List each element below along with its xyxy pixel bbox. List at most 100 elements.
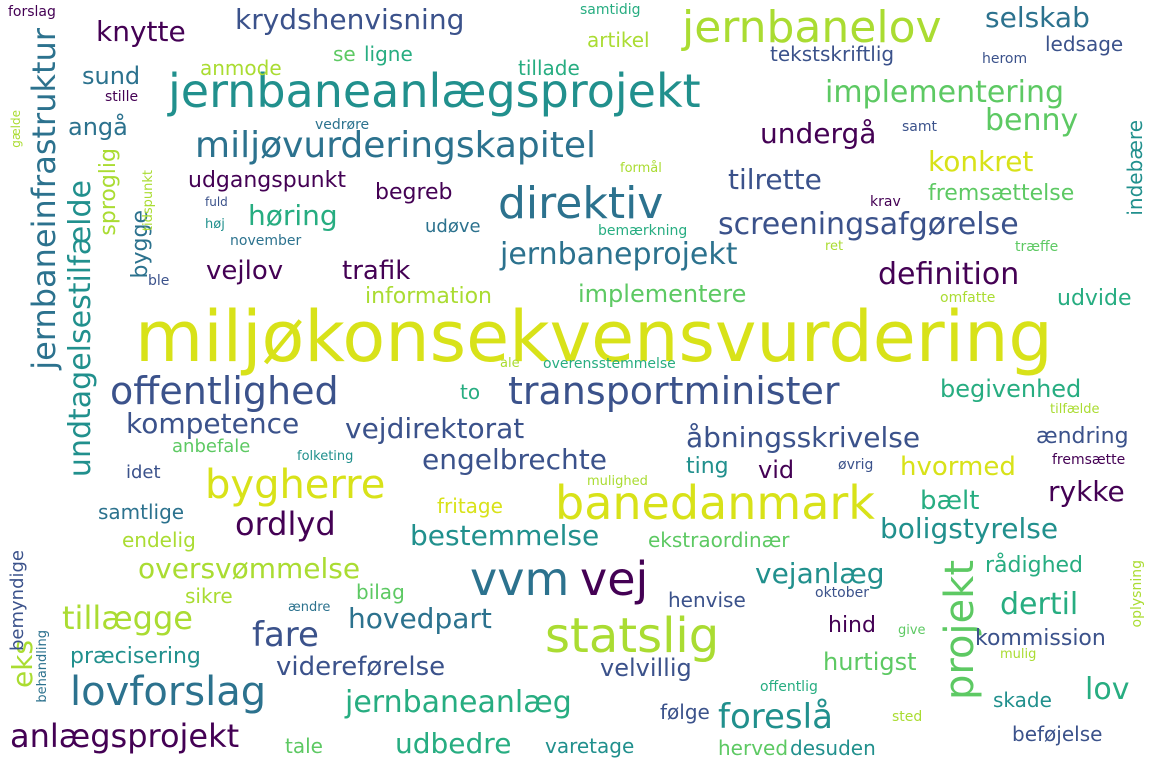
word: implementering [825, 75, 1065, 110]
word: konkret [928, 145, 1034, 178]
word: transportminister [508, 369, 840, 413]
word: herom [982, 51, 1028, 67]
word: fremsættelse [928, 181, 1075, 206]
word: høj [205, 217, 225, 232]
word: stille [105, 89, 139, 105]
word: udgangspunkt [188, 168, 346, 193]
word: ekstraordinær [648, 528, 790, 552]
word: vejanlæg [755, 557, 885, 590]
word: udvide [1057, 286, 1132, 311]
word: projekt [937, 560, 983, 700]
word: definition [878, 257, 1020, 292]
word: screeningsafgørelse [718, 207, 1019, 242]
word: dertil [1000, 587, 1079, 622]
word: ordlyd [235, 505, 336, 543]
word: direktiv [498, 178, 664, 229]
word: fritage [437, 494, 503, 518]
word: velvillig [600, 654, 692, 682]
word: bemyndige [7, 550, 28, 652]
word: tidspunkt [141, 170, 156, 232]
word: information [365, 284, 492, 309]
word: fremsætte [1052, 452, 1126, 468]
word: anbefale [172, 436, 251, 457]
word: sted [892, 709, 923, 725]
word: offentlighed [110, 369, 339, 413]
word: mulighed [587, 474, 648, 489]
word: engelbrechte [422, 443, 607, 476]
word: trafik [342, 256, 411, 286]
word: to [460, 380, 481, 404]
word: tekstskriftlig [770, 42, 895, 66]
word: lov [1085, 672, 1130, 707]
word: ting [686, 454, 729, 479]
word: åbningsskrivelse [686, 421, 921, 454]
word: jernbaneprojekt [500, 237, 738, 272]
word: skade [993, 688, 1052, 712]
word: øvrig [838, 457, 874, 473]
word: forslag [8, 4, 56, 20]
word: vejdirektorat [345, 412, 525, 445]
word: vejlov [206, 256, 284, 286]
word: statslig [545, 608, 720, 664]
word: udbedre [395, 727, 512, 760]
word: mulig [1000, 647, 1037, 662]
word: benny [985, 103, 1079, 138]
word: fare [252, 615, 319, 655]
word: henvise [668, 588, 746, 612]
word: ledsage [1045, 32, 1124, 56]
word: jernbaneanlæg [345, 685, 572, 720]
word: offentlig [760, 679, 818, 695]
word: hurtigst [823, 648, 917, 676]
word: oplysning [1129, 560, 1145, 628]
word: kompetence [126, 407, 300, 440]
word: bilag [356, 580, 405, 604]
word: folketing [297, 449, 354, 464]
word: sikre [185, 584, 233, 608]
word: indebære [1123, 120, 1147, 216]
word: sproglig [96, 148, 121, 236]
word: gælde [9, 110, 23, 148]
word: rykke [1048, 475, 1125, 508]
word: tillade [518, 56, 580, 80]
word: se [333, 42, 356, 66]
word: vid [758, 456, 795, 484]
word: jernbaneinfrastruktur [25, 28, 63, 370]
word: knytte [96, 15, 186, 48]
word: vedrøre [315, 117, 370, 133]
word: endelig [122, 528, 196, 552]
word: kommission [975, 626, 1106, 651]
word: træffe [1015, 239, 1059, 255]
word: varetage [545, 734, 635, 758]
word: selskab [985, 1, 1090, 34]
word: artikel [587, 28, 650, 52]
word: bygherre [205, 462, 386, 508]
word: tilrette [728, 163, 822, 196]
word: begreb [375, 180, 453, 205]
word: implementere [578, 280, 747, 308]
word: ret [825, 239, 844, 254]
word: miljøvurderingskapitel [195, 125, 597, 166]
word: vej [580, 552, 649, 606]
word: ble [148, 273, 170, 289]
word: ændre [288, 600, 331, 615]
word: lovforslag [70, 669, 267, 715]
word: rådighed [985, 553, 1084, 578]
word: ændring [1036, 424, 1129, 449]
word: oktober [815, 585, 869, 601]
word: miljøkonsekvensvurdering [135, 296, 1053, 378]
word: anmode [200, 56, 282, 80]
word: jernbanelov [682, 2, 942, 53]
word: idet [126, 462, 161, 483]
word: tilfælde [1050, 402, 1100, 417]
word: fuld [205, 195, 228, 209]
word: krydshenvisning [235, 3, 465, 36]
word: samtidig [580, 2, 641, 18]
word: desuden [790, 736, 876, 760]
word: hvormed [900, 452, 1016, 482]
word: formål [620, 161, 662, 176]
word: bemærkning [598, 223, 688, 239]
word: angå [68, 113, 128, 141]
word: begivenhed [940, 375, 1082, 403]
word: høring [248, 199, 338, 232]
